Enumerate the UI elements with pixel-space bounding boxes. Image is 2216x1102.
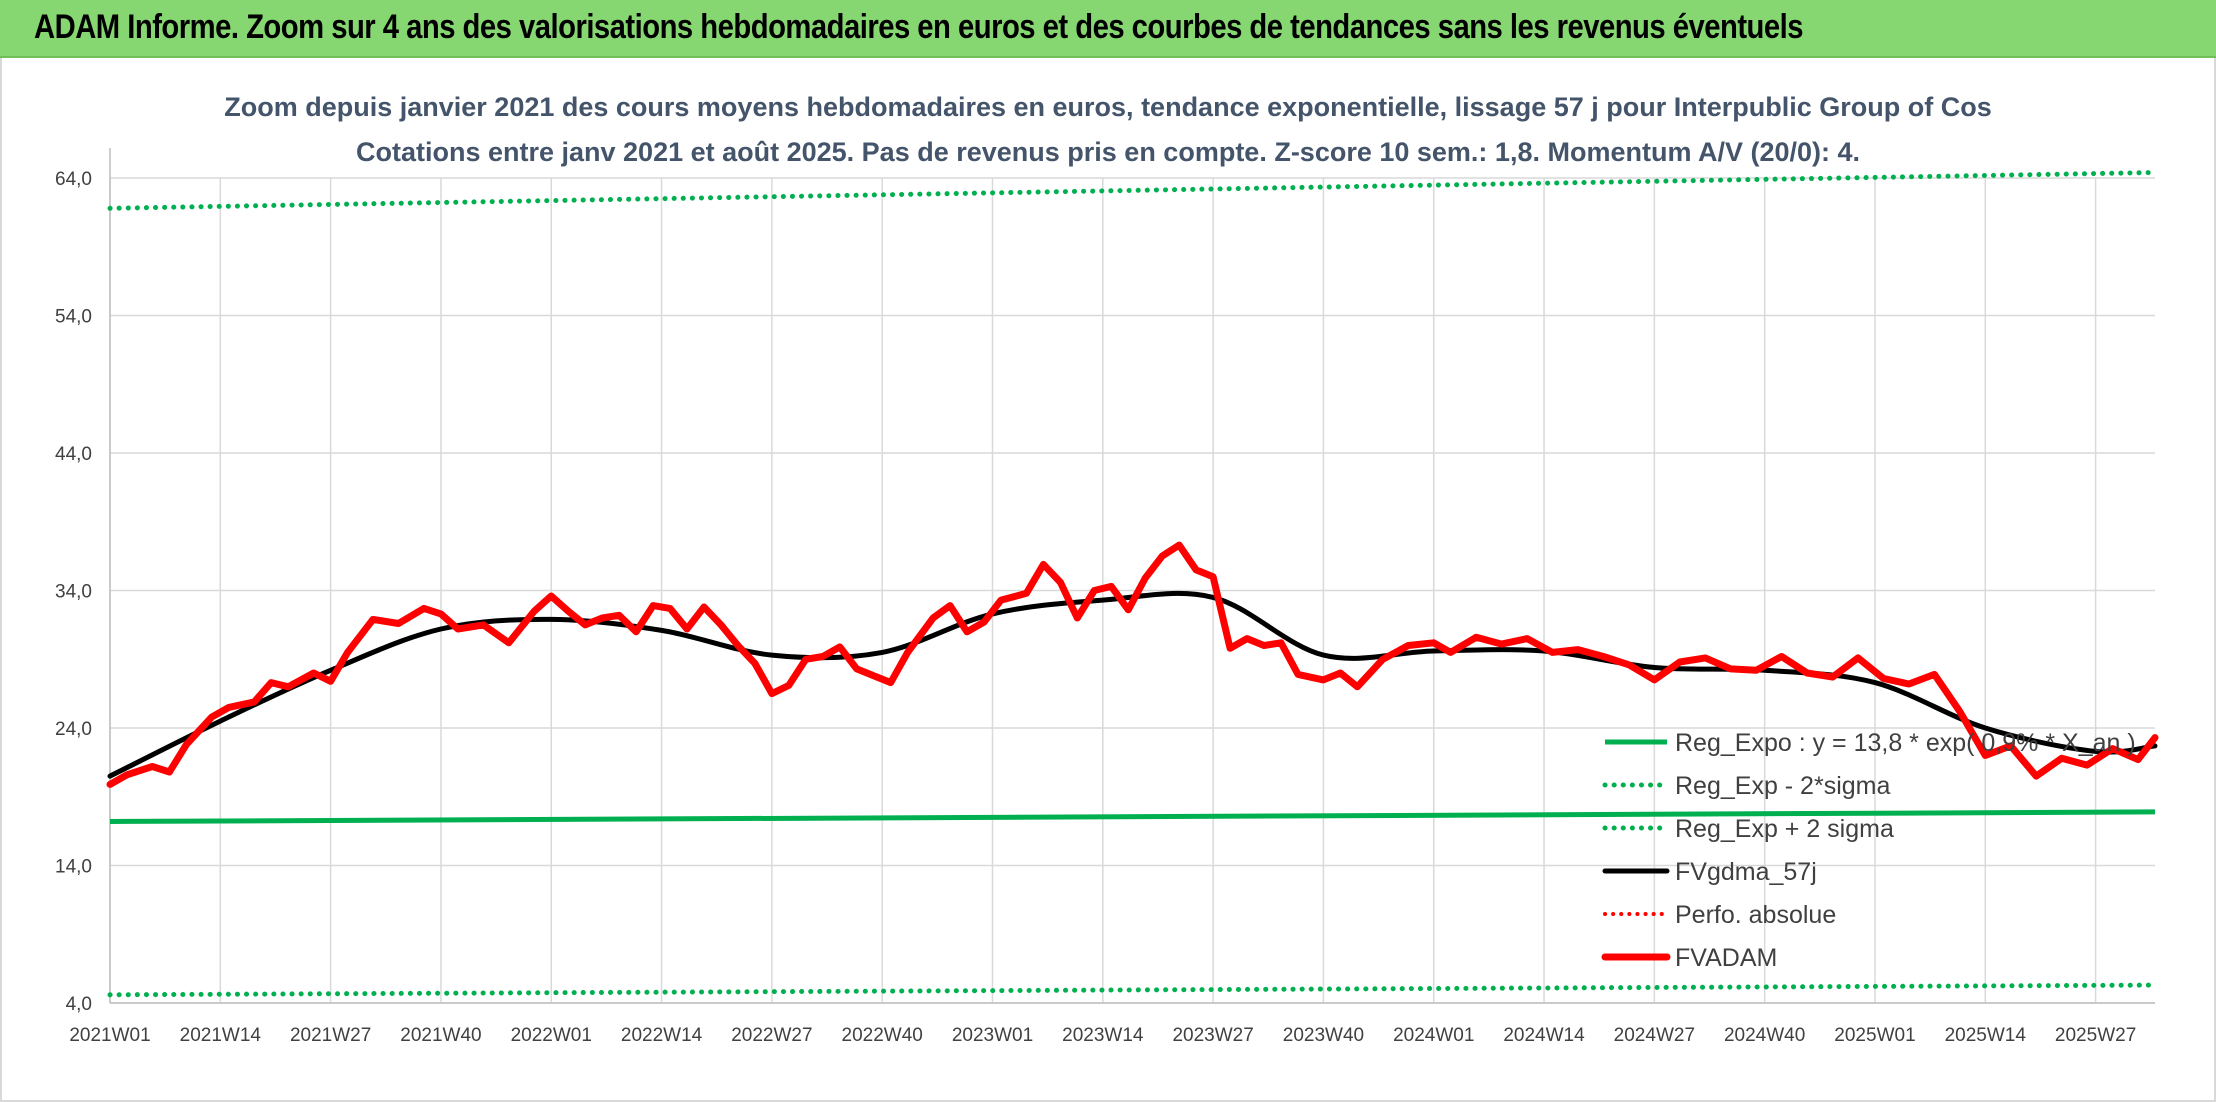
- x-tick-label: 2022W14: [621, 1025, 703, 1046]
- legend-label: Reg_Exp - 2*sigma: [1675, 772, 1890, 800]
- x-tick-label: 2023W14: [1062, 1025, 1144, 1046]
- chart-subtitle: Cotations entre janv 2021 et août 2025. …: [356, 137, 1860, 167]
- series-line-5: [106, 541, 2159, 788]
- chart-frame: [0, 58, 2216, 1102]
- legend-label: FVgdma_57j: [1675, 858, 1817, 886]
- y-tick-label: 44,0: [55, 444, 92, 465]
- grid: [109, 177, 2155, 1004]
- report-title: ADAM Informe. Zoom sur 4 ans des valoris…: [34, 8, 1804, 46]
- x-tick-label: 2022W01: [511, 1025, 592, 1046]
- y-tick-label: 34,0: [55, 582, 92, 603]
- x-tick-label: 2025W27: [2055, 1025, 2136, 1046]
- legend-label: Perfo. absolue: [1675, 901, 1836, 929]
- y-tick-label: 24,0: [55, 719, 92, 740]
- x-tick-label: 2023W01: [952, 1025, 1033, 1046]
- chart-title: Zoom depuis janvier 2021 des cours moyen…: [224, 92, 1991, 122]
- x-tick-label: 2025W01: [1834, 1025, 1915, 1046]
- series-line-1: [107, 982, 2158, 998]
- legend-label: FVADAM: [1675, 944, 1777, 972]
- x-tick-label: 2024W01: [1393, 1025, 1474, 1046]
- x-tick-label: 2024W40: [1724, 1025, 1805, 1046]
- report-banner: ADAM Informe. Zoom sur 4 ans des valoris…: [0, 0, 2216, 58]
- x-tick-label: 2025W14: [1945, 1025, 2027, 1046]
- x-axis: 2021W01 2021W14 2021W27 2021W40 2022W01 2022W…: [69, 1002, 2155, 1046]
- x-tick-label: 2024W14: [1503, 1025, 1585, 1046]
- x-tick-label: 2022W40: [842, 1025, 923, 1046]
- y-tick-label: 4,0: [66, 994, 92, 1015]
- y-tick-label: 14,0: [55, 857, 92, 878]
- y-tick-label: 54,0: [55, 307, 92, 328]
- legend-label: Reg_Expo : y = 13,8 * exp( 0,9% * X_an ): [1675, 729, 2136, 757]
- x-tick-label: 2023W27: [1172, 1025, 1253, 1046]
- x-tick-label: 2024W27: [1614, 1025, 1695, 1046]
- x-tick-label: 2021W14: [180, 1025, 262, 1046]
- legend-label: Reg_Exp + 2 sigma: [1675, 815, 1894, 843]
- x-tick-label: 2023W40: [1283, 1025, 1364, 1046]
- legend: Reg_Expo : y = 13,8 * exp( 0,9% * X_an )…: [1601, 729, 2136, 972]
- y-tick-label: 64,0: [55, 169, 92, 190]
- y-axis: 4,0 14,0 24,0 34,0 44,0 54,0 64,0: [55, 148, 111, 1015]
- series-line-0: [109, 809, 2156, 824]
- x-tick-label: 2021W01: [69, 1025, 150, 1046]
- x-tick-label: 2021W40: [400, 1025, 481, 1046]
- x-tick-label: 2022W27: [731, 1025, 812, 1046]
- x-tick-label: 2021W27: [290, 1025, 371, 1046]
- plot-area: [106, 170, 2159, 998]
